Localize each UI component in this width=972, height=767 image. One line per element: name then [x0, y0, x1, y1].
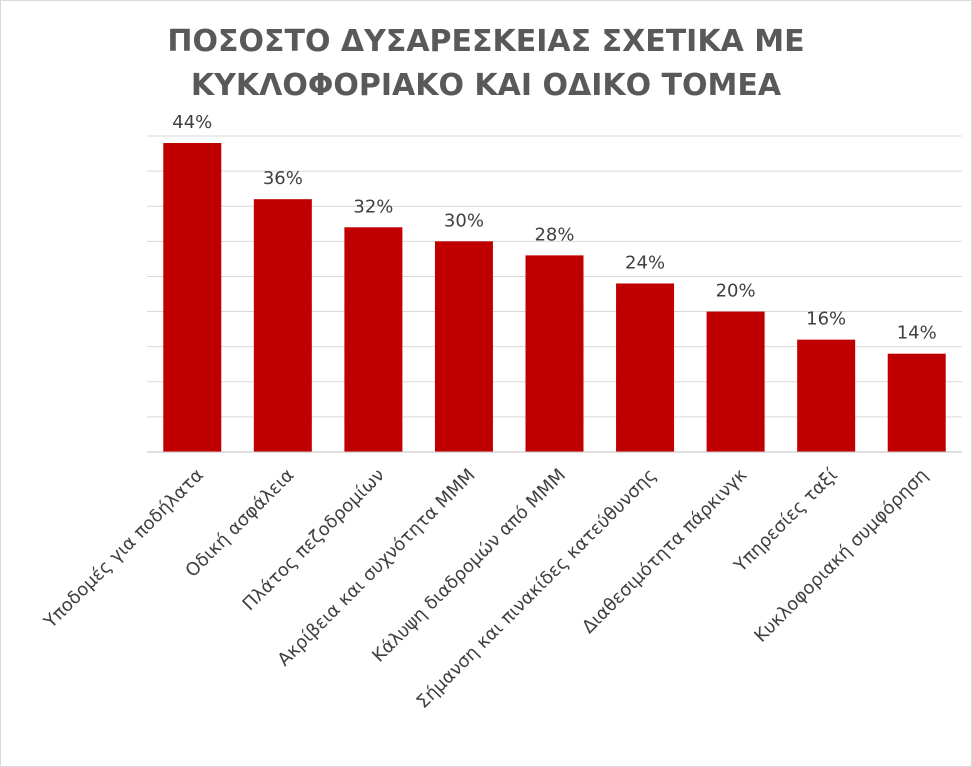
bar [525, 255, 584, 452]
data-label: 32% [353, 196, 393, 217]
category-label: Ακρίβεια και συχνότητα ΜΜΜ [274, 465, 480, 671]
bar [706, 311, 765, 452]
bar [344, 227, 403, 452]
category-label: Διαθεσιμότητα πάρκινγκ [578, 464, 751, 637]
data-labels: 44% 36% 32% 30% 28% 24% 20% 16% 14% [172, 112, 936, 344]
bar [887, 353, 946, 452]
data-label: 44% [172, 112, 212, 133]
data-label: 20% [716, 281, 756, 302]
bar [797, 339, 856, 452]
data-label: 28% [534, 224, 574, 245]
category-label: Κάλυψη διαδρομών από ΜΜΜ [368, 465, 570, 667]
bar [163, 143, 222, 452]
category-label: Κυκλοφοριακή συμφόρηση [750, 465, 932, 647]
bar [253, 199, 312, 452]
data-label: 16% [806, 309, 846, 330]
category-label: Υποδομές για ποδήλατα [39, 465, 207, 633]
data-label: 14% [897, 323, 937, 344]
data-label: 36% [263, 168, 303, 189]
chart-title-line-1: ΠΟΣΟΣΤΟ ΔΥΣΑΡΕΣΚΕΙΑΣ ΣΧΕΤΙΚΑ ΜΕ [167, 24, 805, 59]
data-label: 24% [625, 252, 665, 273]
bars [163, 143, 946, 452]
bar [434, 241, 493, 452]
chart-title: ΠΟΣΟΣΤΟ ΔΥΣΑΡΕΣΚΕΙΑΣ ΣΧΕΤΙΚΑ ΜΕ ΚΥΚΛΟΦΟΡ… [0, 20, 972, 108]
data-label: 30% [444, 210, 484, 231]
bar [616, 283, 675, 452]
chart-title-line-2: ΚΥΚΛΟΦΟΡΙΑΚΟ ΚΑΙ ΟΔΙΚΟ ΤΟΜΕΑ [190, 68, 782, 103]
